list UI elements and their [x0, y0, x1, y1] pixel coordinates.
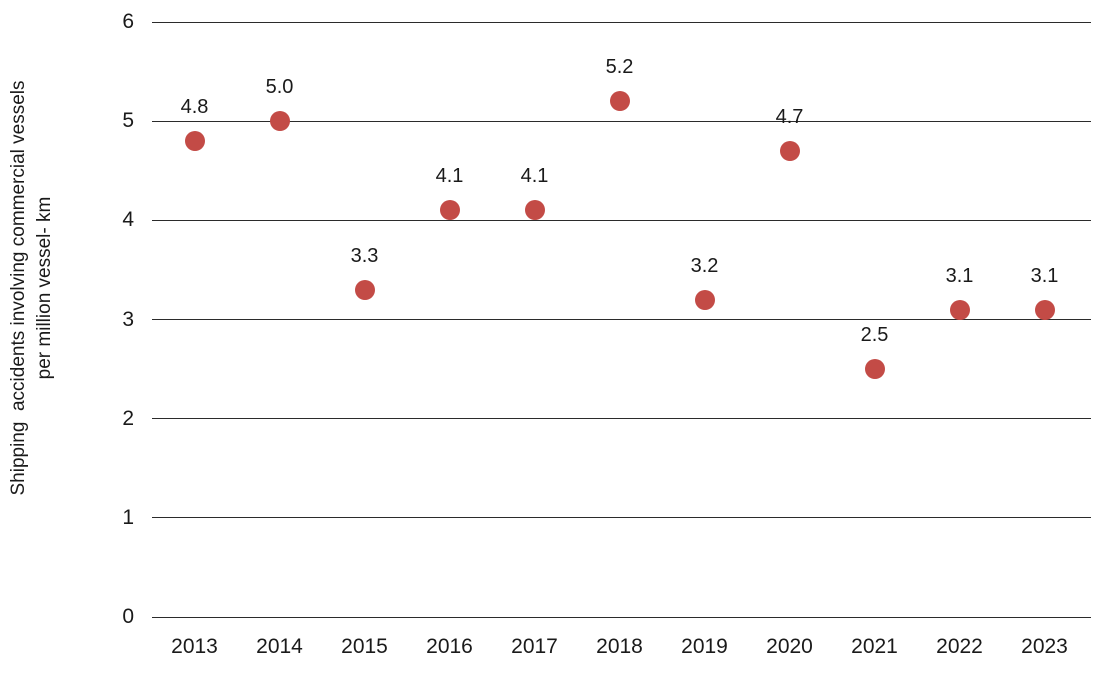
x-tick-label: 2023: [1021, 635, 1068, 658]
data-point-label: 4.7: [775, 105, 804, 128]
y-tick-label: 1: [122, 505, 134, 529]
data-point-label: 3.1: [945, 264, 974, 287]
data-point: [184, 131, 205, 151]
data-point-label: 4.1: [520, 165, 549, 188]
x-tick-label: 2018: [596, 635, 643, 658]
data-point: [779, 140, 800, 161]
data-point-label: 5.0: [265, 76, 294, 99]
gridline: [152, 616, 1091, 618]
data-point: [1034, 299, 1055, 320]
x-tick-label: 2014: [256, 635, 303, 658]
x-tick-label: 2013: [171, 635, 218, 658]
y-tick-label: 2: [122, 406, 134, 430]
x-tick-label: 2020: [766, 635, 813, 658]
data-point-label: 3.1: [1030, 264, 1059, 287]
data-point: [949, 299, 970, 320]
x-tick-label: 2019: [681, 635, 728, 658]
data-point: [864, 359, 885, 380]
x-tick-label: 2022: [936, 635, 983, 658]
x-tick-label: 2017: [511, 635, 558, 658]
data-point-label: 5.2: [605, 56, 634, 79]
y-axis-title: Shipping accidents involving commercial …: [6, 28, 58, 548]
gridline: [152, 21, 1091, 23]
gridline: [152, 319, 1091, 320]
y-tick-label: 6: [122, 10, 134, 33]
data-point: [354, 279, 375, 300]
gridline: [152, 418, 1091, 420]
data-point-label: 2.5: [860, 324, 889, 347]
x-tick-label: 2016: [426, 635, 473, 658]
data-point: [524, 200, 545, 221]
y-tick-label: 3: [122, 307, 134, 331]
gridline: [152, 517, 1091, 519]
x-tick-label: 2021: [851, 635, 898, 658]
data-point-label: 3.2: [690, 254, 719, 277]
y-axis-title-line1: Shipping accidents involving commercial …: [8, 80, 29, 496]
y-tick-label: 0: [122, 605, 134, 628]
y-tick-label: 4: [122, 208, 134, 232]
data-point: [694, 289, 715, 310]
gridline: [152, 219, 1091, 221]
gridline: [152, 120, 1091, 122]
data-point: [609, 91, 630, 112]
y-axis-title-line2: per million vessel- km: [34, 196, 55, 380]
data-point-label: 4.8: [180, 96, 209, 118]
data-point-label: 3.3: [350, 244, 379, 267]
data-point: [269, 111, 290, 132]
data-point-label: 4.1: [435, 165, 464, 188]
x-tick-label: 2015: [341, 635, 388, 658]
y-tick-label: 5: [122, 109, 134, 133]
data-point: [439, 200, 460, 221]
